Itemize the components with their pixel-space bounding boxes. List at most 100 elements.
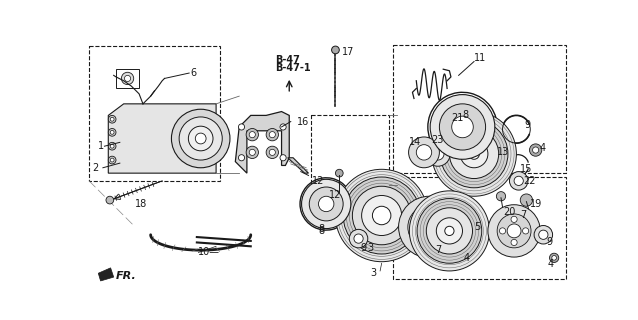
Circle shape (426, 239, 433, 246)
Text: 16: 16 (297, 116, 309, 126)
Text: 4: 4 (540, 143, 545, 153)
Text: 19: 19 (530, 199, 542, 209)
Circle shape (445, 226, 454, 236)
Circle shape (110, 117, 114, 121)
Circle shape (318, 196, 334, 212)
Circle shape (336, 169, 428, 262)
Text: 1: 1 (98, 141, 105, 151)
Circle shape (269, 149, 276, 156)
Circle shape (416, 145, 432, 160)
Text: 2: 2 (92, 163, 98, 173)
Circle shape (511, 239, 517, 245)
Circle shape (106, 196, 114, 204)
Circle shape (534, 226, 553, 244)
Text: 20: 20 (503, 207, 516, 217)
Circle shape (514, 176, 523, 186)
Circle shape (239, 124, 244, 130)
Circle shape (440, 104, 486, 150)
Circle shape (445, 116, 473, 143)
Text: 23: 23 (432, 135, 444, 145)
Circle shape (417, 198, 482, 263)
Text: 9: 9 (546, 237, 553, 247)
Circle shape (110, 131, 114, 134)
Circle shape (373, 206, 391, 225)
Circle shape (309, 187, 343, 221)
Circle shape (266, 129, 278, 141)
Circle shape (246, 129, 258, 141)
Circle shape (108, 116, 116, 123)
Circle shape (188, 126, 213, 151)
Circle shape (349, 229, 367, 248)
Text: 4: 4 (548, 259, 554, 269)
Circle shape (408, 137, 440, 168)
Circle shape (460, 248, 465, 252)
Circle shape (533, 147, 538, 153)
Text: 12: 12 (313, 176, 325, 186)
Circle shape (280, 124, 286, 130)
Circle shape (408, 205, 451, 249)
Circle shape (336, 169, 343, 177)
Circle shape (269, 132, 276, 138)
Text: 11: 11 (474, 53, 486, 63)
Text: 8: 8 (318, 226, 325, 236)
Circle shape (249, 149, 255, 156)
Text: 7: 7 (520, 211, 526, 220)
Circle shape (488, 205, 540, 257)
Circle shape (195, 133, 206, 144)
Circle shape (410, 223, 418, 231)
Circle shape (108, 156, 116, 164)
Circle shape (410, 191, 489, 271)
Circle shape (432, 112, 516, 196)
Text: FR.: FR. (116, 271, 137, 281)
Text: 17: 17 (341, 47, 354, 57)
Text: 10—: 10— (198, 247, 220, 258)
Circle shape (121, 72, 134, 84)
Circle shape (457, 245, 468, 256)
Circle shape (520, 194, 533, 206)
Circle shape (440, 120, 508, 188)
Circle shape (426, 208, 473, 254)
Circle shape (246, 146, 258, 158)
Polygon shape (108, 104, 216, 173)
Text: 14: 14 (408, 137, 421, 147)
Text: 3: 3 (370, 268, 376, 278)
Circle shape (108, 129, 116, 136)
Circle shape (266, 146, 278, 158)
Text: 18: 18 (135, 199, 147, 209)
Text: 13: 13 (497, 147, 509, 157)
Circle shape (452, 123, 465, 135)
Circle shape (343, 177, 420, 254)
Circle shape (362, 196, 402, 236)
Circle shape (426, 141, 450, 166)
Circle shape (538, 230, 548, 239)
Circle shape (108, 142, 116, 150)
Text: 8: 8 (463, 110, 469, 120)
Text: 8: 8 (318, 224, 325, 234)
Circle shape (436, 218, 463, 244)
Polygon shape (98, 268, 114, 281)
Text: 5: 5 (474, 222, 480, 232)
Text: 9: 9 (360, 243, 366, 253)
Circle shape (280, 155, 286, 161)
Circle shape (507, 224, 521, 238)
Polygon shape (288, 158, 309, 173)
Circle shape (420, 218, 439, 236)
Text: 6: 6 (191, 68, 197, 78)
Circle shape (511, 216, 517, 222)
Text: 12: 12 (329, 190, 341, 200)
Text: 21: 21 (451, 113, 463, 123)
Circle shape (530, 144, 542, 156)
Text: B-47-1: B-47-1 (276, 63, 311, 73)
Circle shape (441, 223, 449, 231)
Circle shape (399, 196, 460, 258)
Circle shape (523, 228, 529, 234)
Polygon shape (235, 112, 289, 173)
Text: 4: 4 (464, 253, 470, 263)
Circle shape (549, 253, 559, 262)
Circle shape (332, 46, 339, 54)
Circle shape (352, 186, 411, 245)
Circle shape (110, 158, 114, 162)
Circle shape (469, 148, 479, 159)
Circle shape (426, 208, 433, 215)
Circle shape (500, 228, 505, 234)
